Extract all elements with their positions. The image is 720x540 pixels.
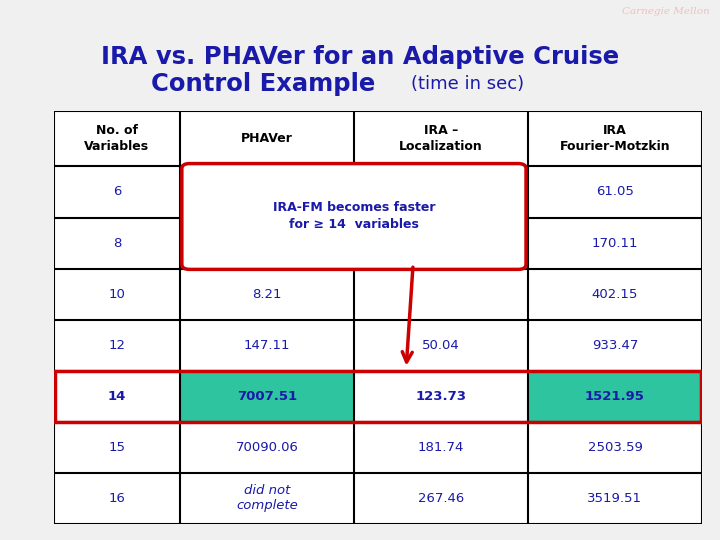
Text: did not
complete: did not complete [236, 484, 298, 512]
Text: 170.11: 170.11 [592, 237, 638, 249]
Text: 6: 6 [113, 186, 121, 199]
Text: 16: 16 [109, 492, 125, 505]
Text: 14: 14 [108, 390, 126, 403]
Bar [528, 370, 702, 422]
Text: IRA –
Localization: IRA – Localization [399, 124, 483, 153]
Text: 402.15: 402.15 [592, 288, 638, 301]
Text: 933.47: 933.47 [592, 339, 638, 352]
Text: 61.05: 61.05 [596, 186, 634, 199]
Text: 70090.06: 70090.06 [235, 441, 298, 454]
Text: IRA-FM becomes faster
for ≥ 14  variables: IRA-FM becomes faster for ≥ 14 variables [273, 201, 435, 232]
Text: IRA
Fourier-Motzkin: IRA Fourier-Motzkin [559, 124, 670, 153]
Text: PHAVer: PHAVer [241, 132, 293, 145]
Text: Control Example: Control Example [150, 72, 375, 96]
Text: 181.74: 181.74 [418, 441, 464, 454]
Text: (time in sec): (time in sec) [411, 75, 525, 93]
Text: 12: 12 [109, 339, 125, 352]
Text: 3519.51: 3519.51 [588, 492, 642, 505]
Text: Carnegie Mellon: Carnegie Mellon [621, 7, 709, 16]
Text: 50.04: 50.04 [422, 339, 460, 352]
Text: 8: 8 [113, 237, 121, 249]
Text: 15: 15 [109, 441, 125, 454]
Text: 123.73: 123.73 [415, 390, 467, 403]
FancyBboxPatch shape [182, 164, 526, 269]
Bar [180, 370, 354, 422]
Text: 267.46: 267.46 [418, 492, 464, 505]
Text: IRA vs. PHAVer for an Adaptive Cruise: IRA vs. PHAVer for an Adaptive Cruise [101, 45, 619, 69]
Text: No. of
Variables: No. of Variables [84, 124, 150, 153]
Bar [55, 370, 701, 422]
Text: 147.11: 147.11 [243, 339, 290, 352]
Text: 2503.59: 2503.59 [588, 441, 642, 454]
Text: 10: 10 [109, 288, 125, 301]
Text: 7007.51: 7007.51 [237, 390, 297, 403]
Text: 8.21: 8.21 [252, 288, 282, 301]
Text: 1521.95: 1521.95 [585, 390, 645, 403]
